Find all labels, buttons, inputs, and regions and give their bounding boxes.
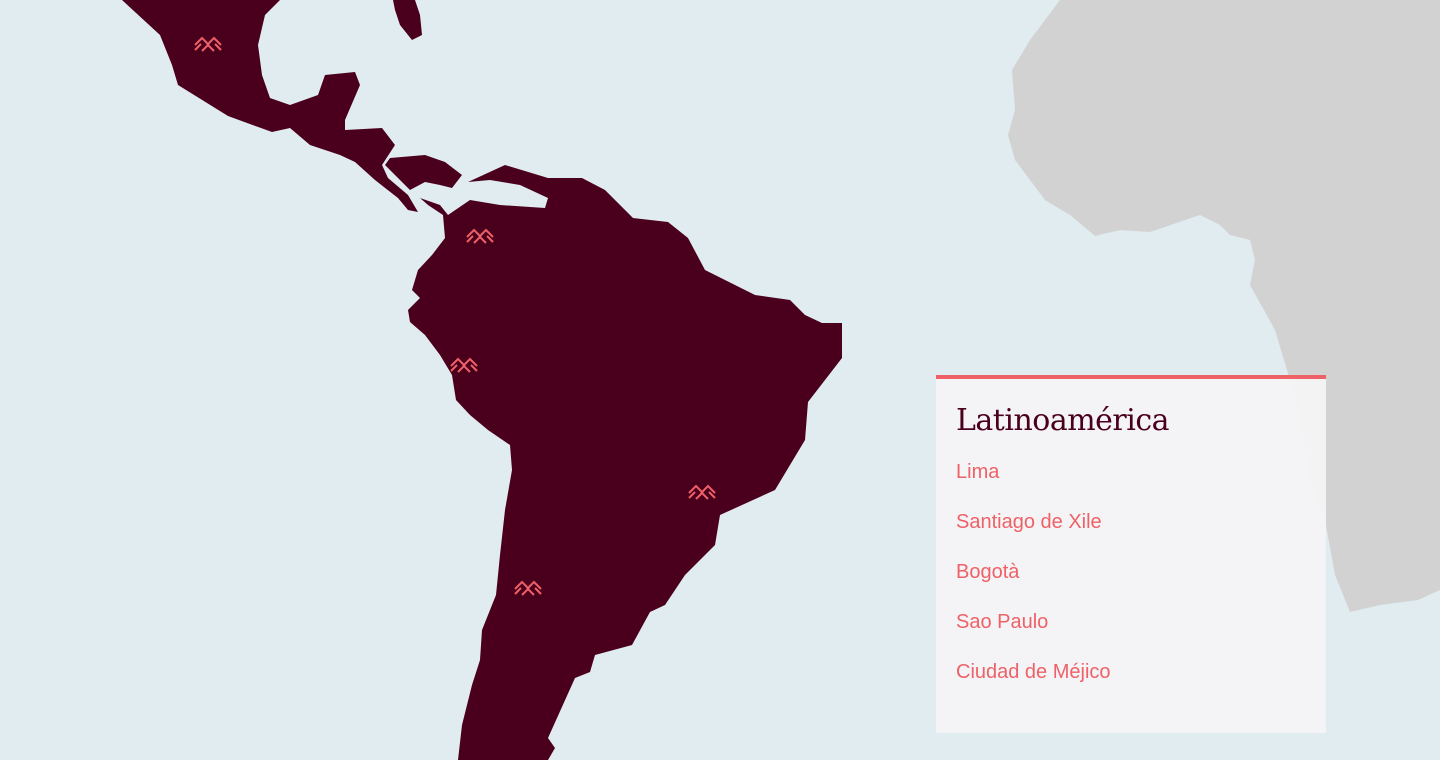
double-chevron-up-icon <box>514 580 542 596</box>
city-link-sao-paulo[interactable]: Sao Paulo <box>956 611 1049 633</box>
map-marker-santiago-de-xile[interactable] <box>514 580 542 596</box>
city-link-bogota[interactable]: Bogotà <box>956 561 1020 583</box>
double-chevron-up-icon <box>688 484 716 500</box>
double-chevron-up-icon <box>194 36 222 52</box>
double-chevron-up-icon <box>450 357 478 373</box>
map-marker-sao-paulo[interactable] <box>688 484 716 500</box>
map-marker-lima[interactable] <box>450 357 478 373</box>
mexico-central-america <box>122 0 418 212</box>
city-link-ciudad-de-mejico[interactable]: Ciudad de Méjico <box>956 661 1111 683</box>
africa-landmass <box>1008 0 1440 612</box>
city-link-lima[interactable]: Lima <box>956 461 1000 483</box>
caribbean-island <box>393 0 422 40</box>
central-america-isthmus <box>385 155 462 190</box>
city-list: Lima Santiago de Xile Bogotà Sao Paulo C… <box>956 461 1111 711</box>
city-link-santiago-de-xile[interactable]: Santiago de Xile <box>956 511 1102 533</box>
region-title: Latinoamérica <box>956 403 1170 438</box>
double-chevron-up-icon <box>466 228 494 244</box>
south-america <box>408 165 842 760</box>
map-marker-bogota[interactable] <box>466 228 494 244</box>
map-marker-ciudad-de-mejico[interactable] <box>194 36 222 52</box>
region-panel: Latinoamérica Lima Santiago de Xile Bogo… <box>936 375 1326 733</box>
